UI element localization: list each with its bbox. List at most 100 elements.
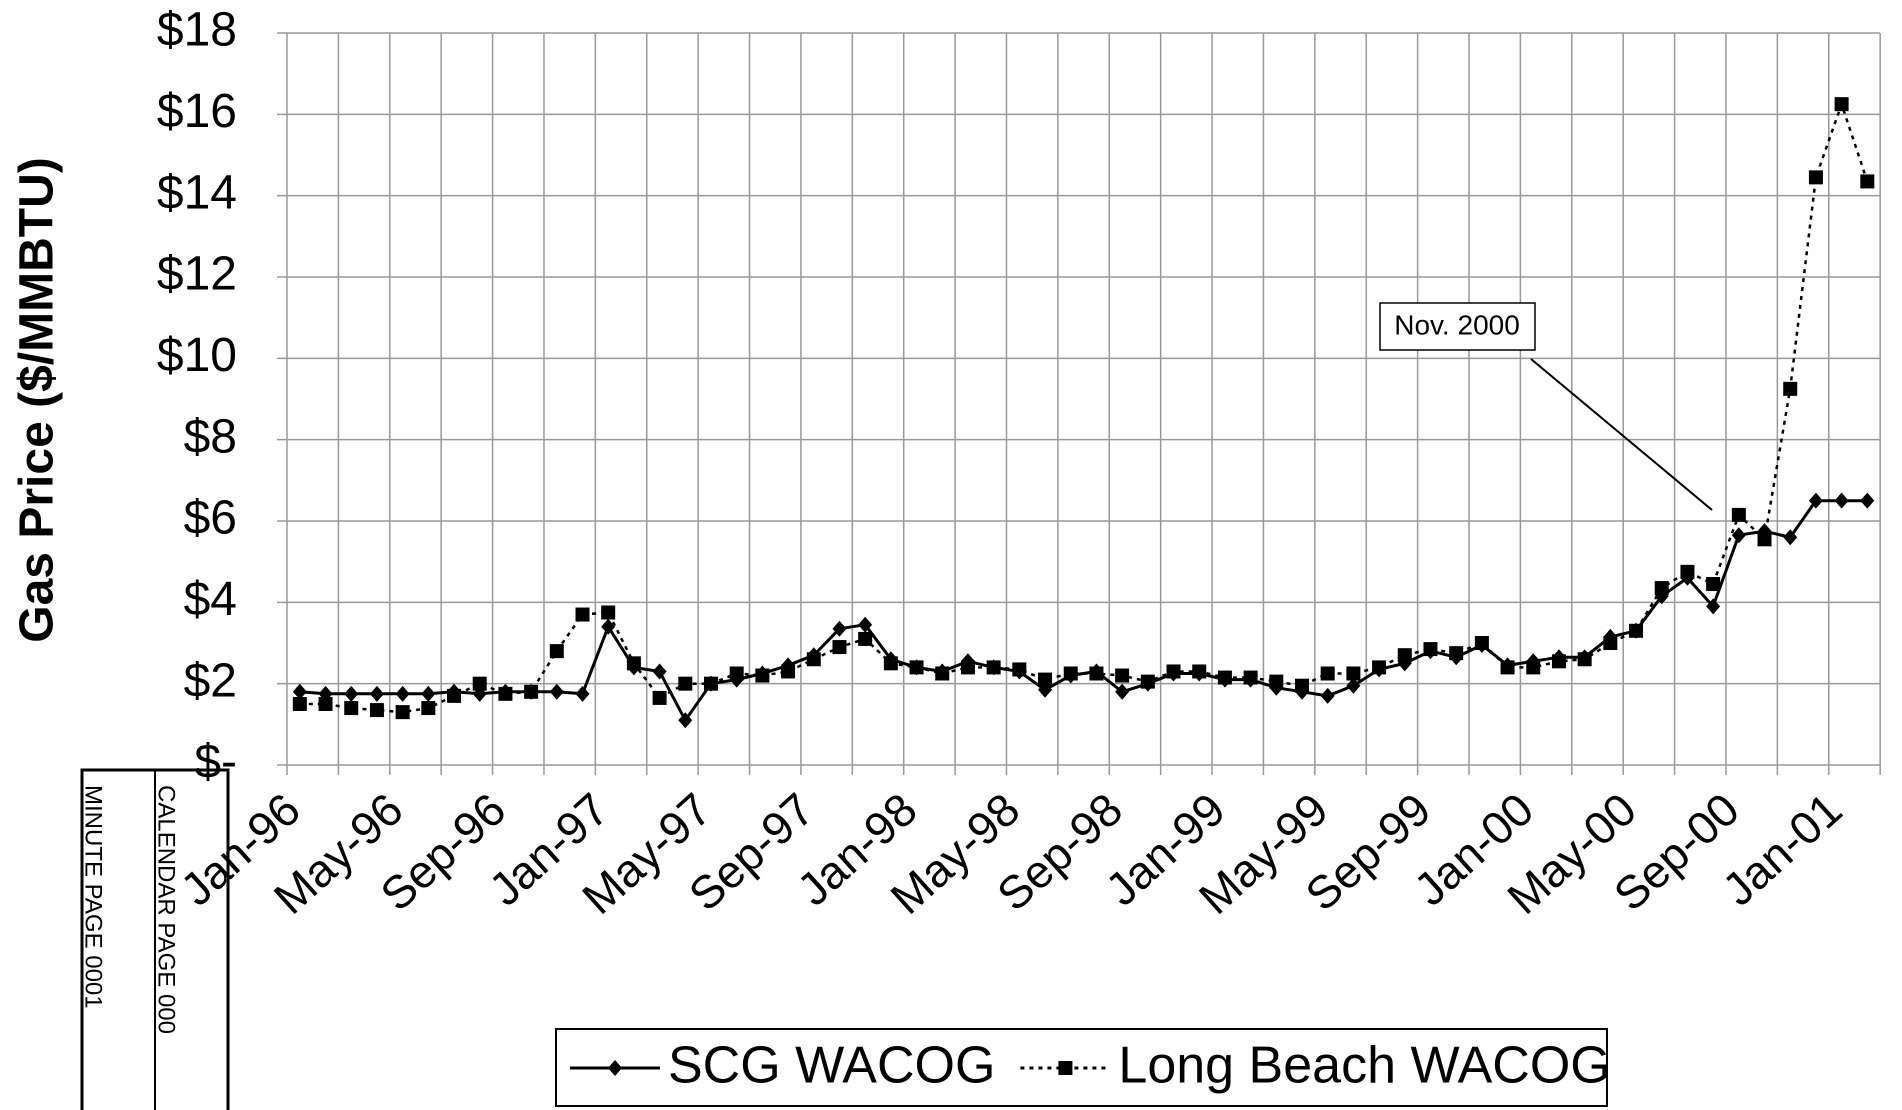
y-tick-label: $4 — [184, 573, 237, 626]
marker — [858, 631, 873, 646]
marker — [832, 640, 847, 655]
marker — [1320, 666, 1335, 681]
marker — [1166, 664, 1181, 679]
y-tick-label: $2 — [184, 654, 237, 707]
marker — [344, 685, 359, 702]
marker — [781, 664, 796, 679]
marker — [1012, 662, 1027, 677]
marker — [1783, 381, 1798, 396]
stamp: CALENDAR PAGE 000 MINUTE PAGE 0001 — [80, 768, 230, 1110]
y-tick-label: $8 — [184, 410, 237, 463]
marker — [1629, 623, 1644, 638]
marker — [292, 683, 307, 700]
y-tick-label: $- — [194, 736, 237, 789]
marker — [986, 660, 1001, 675]
marker — [1731, 527, 1746, 544]
marker — [369, 703, 384, 718]
marker — [472, 676, 487, 691]
marker — [1706, 577, 1721, 592]
marker — [1808, 492, 1823, 509]
marker — [549, 644, 564, 659]
marker — [960, 660, 975, 675]
x-tick-label: Jan-01 — [1712, 783, 1851, 916]
marker — [806, 652, 821, 667]
marker — [395, 685, 410, 702]
marker — [678, 712, 693, 729]
marker — [1654, 581, 1669, 596]
marker — [344, 701, 359, 716]
marker — [1783, 529, 1798, 546]
y-tick-label: $12 — [157, 248, 237, 301]
marker — [1731, 507, 1746, 522]
marker — [1680, 564, 1695, 579]
marker — [601, 605, 616, 620]
marker — [1860, 492, 1875, 509]
y-axis-title: Gas Price ($/MMBTU) — [11, 157, 64, 642]
marker — [755, 668, 770, 683]
marker — [883, 656, 898, 671]
annotation-box — [1379, 302, 1536, 351]
legend-label: SCG WACOG — [668, 1037, 995, 1095]
marker — [575, 685, 590, 702]
marker — [1706, 598, 1721, 615]
marker — [858, 616, 873, 633]
y-tick-label: $18 — [157, 4, 237, 57]
marker — [1423, 642, 1438, 657]
marker — [421, 685, 436, 702]
marker — [1603, 636, 1618, 650]
marker — [1346, 677, 1361, 694]
marker — [1269, 674, 1284, 689]
marker — [935, 666, 950, 681]
marker — [1115, 668, 1130, 683]
marker — [1063, 666, 1078, 681]
marker — [729, 666, 744, 681]
marker — [1294, 678, 1309, 693]
marker — [1474, 636, 1489, 650]
marker — [1140, 674, 1155, 689]
marker — [832, 620, 847, 637]
marker — [1500, 660, 1515, 675]
marker — [1551, 654, 1566, 669]
marker — [1834, 97, 1849, 112]
marker — [524, 684, 539, 699]
marker — [601, 618, 616, 635]
marker — [1577, 652, 1592, 667]
y-tick-label: $6 — [184, 492, 237, 545]
marker — [421, 701, 436, 716]
y-tick-label: $14 — [157, 166, 237, 219]
marker — [608, 1060, 622, 1076]
annotation-text: Nov. 2000 — [1394, 309, 1520, 340]
legend-label: Long Beach WACOG — [1118, 1037, 1610, 1095]
marker — [1449, 646, 1464, 661]
marker — [1058, 1061, 1073, 1075]
marker — [1372, 660, 1387, 675]
marker — [1217, 670, 1232, 685]
annotation-arrow — [1530, 358, 1713, 511]
marker — [1397, 648, 1412, 663]
marker — [678, 676, 693, 691]
marker — [626, 656, 641, 671]
marker — [575, 607, 590, 622]
marker — [1320, 687, 1335, 704]
stamp-text: CALENDAR PAGE 000 — [153, 785, 180, 1034]
marker — [1860, 174, 1875, 189]
legend-box — [555, 1028, 1608, 1107]
marker — [1346, 666, 1361, 681]
marker — [1038, 672, 1053, 687]
marker — [1757, 532, 1772, 547]
marker — [318, 697, 333, 711]
y-tick-label: $16 — [157, 85, 237, 138]
marker — [395, 705, 410, 720]
marker — [1834, 492, 1849, 509]
marker — [1808, 170, 1823, 185]
marker — [549, 683, 564, 700]
y-tick-label: $10 — [157, 329, 237, 382]
marker — [1115, 683, 1130, 700]
marker — [1526, 660, 1541, 675]
marker — [1192, 664, 1207, 679]
marker — [292, 697, 307, 711]
marker — [1089, 666, 1104, 681]
marker — [703, 676, 718, 691]
marker — [369, 685, 384, 702]
